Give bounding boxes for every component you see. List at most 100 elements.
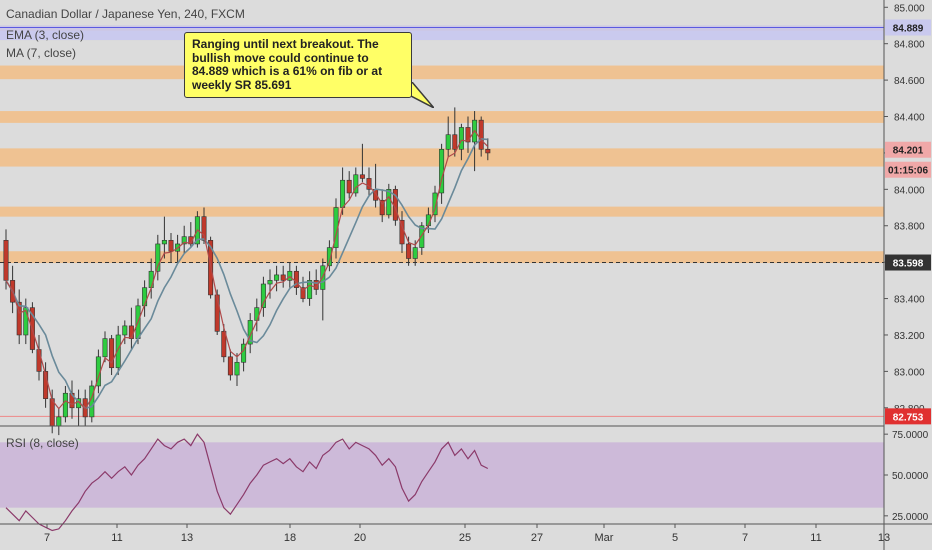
rsi-axis-ticks: 75.0000 50.0000 25.0000 bbox=[884, 430, 929, 523]
candle-down bbox=[214, 294, 220, 332]
candle-down bbox=[452, 134, 458, 150]
candle-up bbox=[102, 338, 108, 358]
rsi-line bbox=[5, 433, 489, 532]
candle-down bbox=[379, 199, 385, 216]
candle-up bbox=[234, 361, 240, 376]
low-price-tag-label: 82.753 bbox=[893, 412, 924, 423]
candle-up bbox=[340, 179, 346, 208]
candle-up bbox=[142, 287, 148, 307]
candle-up bbox=[432, 192, 438, 216]
time-tick-label: 18 bbox=[284, 532, 296, 544]
candle-up bbox=[155, 243, 161, 272]
candle-up bbox=[23, 307, 29, 336]
top-price-tag-box bbox=[885, 19, 931, 36]
candle-up bbox=[148, 270, 154, 288]
candle-down bbox=[346, 179, 352, 194]
candle-up bbox=[353, 174, 359, 194]
candle-down bbox=[16, 301, 22, 336]
candle-up bbox=[326, 247, 332, 267]
countdown-tag-label: 01:15:06 bbox=[888, 166, 928, 177]
candle-up bbox=[247, 320, 253, 345]
rsi-range-band bbox=[0, 442, 884, 508]
candle-up bbox=[181, 236, 187, 245]
time-tick-label: 11 bbox=[111, 532, 122, 544]
mid-price-tag-label: 83.598 bbox=[893, 259, 924, 270]
time-tick-label: 25 bbox=[459, 532, 471, 544]
price-tick-label: 83.800 bbox=[894, 222, 925, 233]
price-tick-label: 83.400 bbox=[894, 295, 925, 306]
last-price-tag-label: 84.201 bbox=[893, 146, 924, 157]
candle-up bbox=[458, 127, 464, 150]
candle-down bbox=[300, 287, 306, 299]
mid-price-tag-box bbox=[885, 254, 931, 271]
candle-up bbox=[122, 325, 128, 336]
top-price-tag-label: 84.889 bbox=[893, 23, 924, 34]
candle-up bbox=[307, 280, 313, 299]
candle-down bbox=[109, 338, 115, 369]
price-tick-label: 83.000 bbox=[894, 367, 925, 378]
ema-line bbox=[5, 129, 489, 411]
candle-down bbox=[227, 356, 233, 376]
rsi-tick-label: 25.0000 bbox=[892, 512, 929, 523]
candle-up bbox=[445, 134, 451, 150]
candle-up bbox=[274, 274, 280, 281]
time-axis-ticks: 7 11 13 18 20 25 27 Mar 5 7 11 13 bbox=[44, 524, 890, 544]
time-tick-label: Mar bbox=[595, 532, 614, 544]
candle-down bbox=[188, 236, 194, 245]
price-tick-label: 84.000 bbox=[894, 185, 925, 196]
time-tick-label: 20 bbox=[354, 532, 366, 544]
time-tick-label: 5 bbox=[672, 532, 678, 544]
moving-average-lines bbox=[5, 129, 489, 411]
price-tags: 84.889 84.201 01:15:06 83.598 82.753 bbox=[885, 19, 931, 425]
price-axis-panel bbox=[884, 0, 932, 550]
candle-down bbox=[478, 119, 484, 150]
candle-up bbox=[386, 189, 392, 216]
time-tick-label: 13 bbox=[878, 532, 890, 544]
candle-down bbox=[359, 174, 365, 179]
time-tick-label: 27 bbox=[531, 532, 543, 544]
time-tick-label: 7 bbox=[742, 532, 748, 544]
candle-down bbox=[485, 148, 491, 154]
candle-down bbox=[168, 240, 174, 252]
ma-legend: MA (7, close) bbox=[6, 46, 77, 60]
candle-down bbox=[3, 240, 9, 281]
candle-up bbox=[56, 416, 62, 427]
resistance-zone bbox=[0, 111, 884, 123]
time-tick-label: 11 bbox=[810, 532, 821, 544]
time-tick-label: 13 bbox=[181, 532, 193, 544]
candle-up bbox=[267, 280, 273, 285]
candle-down bbox=[201, 216, 207, 241]
price-tick-label: 84.800 bbox=[894, 40, 925, 51]
candle-down bbox=[465, 127, 471, 143]
candle-down bbox=[280, 274, 286, 281]
time-tick-label: 7 bbox=[44, 532, 50, 544]
price-tick-label: 85.000 bbox=[894, 3, 925, 14]
rsi-band bbox=[0, 442, 884, 508]
resistance-zone bbox=[0, 206, 884, 217]
price-tick-label: 84.600 bbox=[894, 76, 925, 87]
price-tick-label: 83.200 bbox=[894, 331, 925, 342]
price-tick-label: 84.400 bbox=[894, 113, 925, 124]
candle-down bbox=[221, 331, 227, 358]
last-price-tag-box bbox=[885, 141, 931, 158]
candle-up bbox=[161, 240, 167, 245]
candle-up bbox=[260, 283, 266, 308]
low-price-tag-box bbox=[885, 408, 931, 425]
candle-up bbox=[412, 247, 418, 259]
callout-note[interactable]: Ranging until next breakout. The bullish… bbox=[184, 32, 412, 98]
rsi-legend: RSI (8, close) bbox=[6, 436, 79, 450]
rsi-series-line bbox=[5, 433, 489, 532]
countdown-tag-box bbox=[885, 161, 931, 178]
chart-title: Canadian Dollar / Japanese Yen, 240, FXC… bbox=[6, 7, 245, 21]
rsi-tick-label: 50.0000 bbox=[892, 471, 929, 482]
resistance-zone bbox=[0, 251, 884, 264]
candle-down bbox=[366, 178, 372, 190]
candle-down bbox=[406, 243, 412, 259]
rsi-tick-label: 75.0000 bbox=[892, 430, 929, 441]
candle-up bbox=[419, 225, 425, 248]
ema-legend: EMA (3, close) bbox=[6, 28, 85, 42]
resistance-zone bbox=[0, 65, 884, 80]
candle-down bbox=[399, 219, 405, 245]
candle-up bbox=[115, 334, 121, 369]
